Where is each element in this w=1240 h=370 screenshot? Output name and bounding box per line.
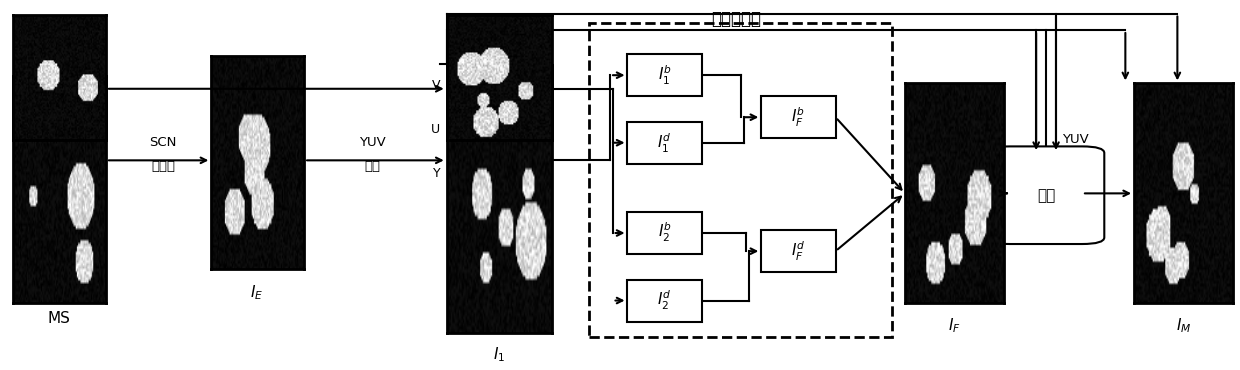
Text: $I_M$: $I_M$ (1176, 316, 1192, 335)
Text: 分层次融合: 分层次融合 (712, 10, 761, 28)
Bar (627, 54, 702, 96)
Text: 超分辨: 超分辨 (151, 160, 175, 173)
Bar (761, 96, 836, 138)
Text: $I_F$: $I_F$ (949, 316, 961, 335)
Text: SCN: SCN (149, 137, 176, 149)
Text: V: V (432, 78, 440, 92)
Text: 直方图匹配: 直方图匹配 (265, 87, 305, 100)
Text: YUV: YUV (1063, 133, 1089, 146)
Text: U: U (432, 122, 440, 136)
Text: YUV: YUV (358, 137, 386, 149)
Text: 逆变换: 逆变换 (1064, 157, 1087, 170)
Bar (627, 280, 702, 322)
Bar (589, 23, 893, 336)
Text: $I_1^b$: $I_1^b$ (657, 63, 672, 87)
Bar (761, 230, 836, 272)
Text: MS: MS (47, 311, 71, 326)
Text: $I_F^b$: $I_F^b$ (791, 105, 805, 129)
FancyBboxPatch shape (988, 147, 1105, 244)
Text: $I_2^b$: $I_2^b$ (657, 221, 672, 245)
Text: PAN: PAN (43, 151, 74, 166)
Text: $I_E$: $I_E$ (250, 283, 264, 302)
Text: 变换: 变换 (365, 160, 381, 173)
Text: Y: Y (433, 167, 440, 180)
Text: $I_2^d$: $I_2^d$ (657, 289, 672, 312)
Text: $I_1^d$: $I_1^d$ (657, 131, 672, 155)
Text: $I_F^d$: $I_F^d$ (791, 240, 806, 263)
Text: $I_2$: $I_2$ (492, 155, 505, 174)
Bar (627, 122, 702, 164)
Text: $I_1$: $I_1$ (492, 346, 505, 364)
Text: 结合: 结合 (1037, 188, 1055, 203)
Bar (627, 212, 702, 254)
